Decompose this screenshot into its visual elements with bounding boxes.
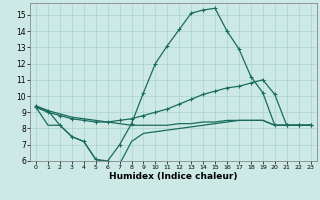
X-axis label: Humidex (Indice chaleur): Humidex (Indice chaleur) bbox=[109, 172, 237, 181]
